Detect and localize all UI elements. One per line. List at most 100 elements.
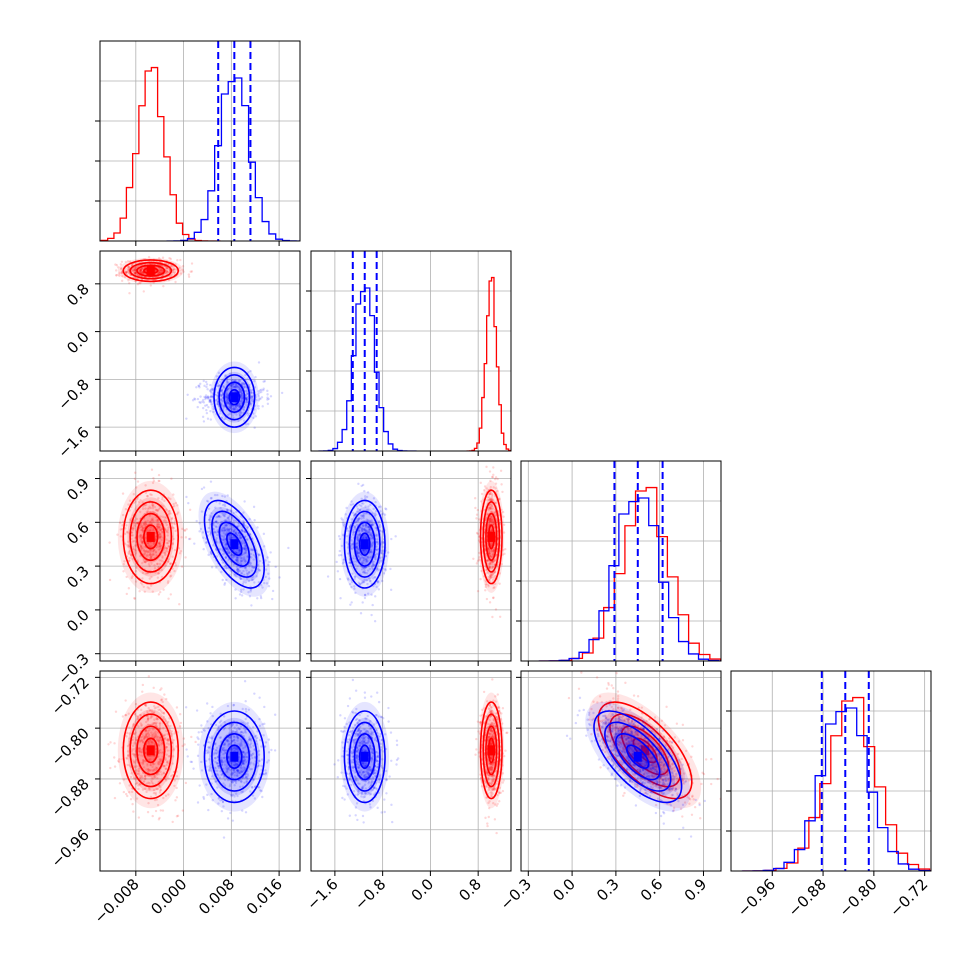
axes-frame bbox=[310, 460, 512, 662]
x-tick-label: −0.88 bbox=[785, 875, 830, 920]
axes-frame bbox=[310, 250, 512, 452]
panel-1-0: −1.6 −0.8 0.0 0.8 bbox=[54, 250, 301, 462]
contour-line bbox=[122, 489, 180, 585]
panel-2-1 bbox=[306, 460, 512, 666]
contour-line bbox=[353, 521, 376, 567]
x-tick-label: −0.008 bbox=[91, 875, 143, 927]
panel-1-1 bbox=[306, 250, 512, 456]
y-tick-label: −0.8 bbox=[54, 375, 92, 413]
x-tick-label: −1.6 bbox=[303, 875, 341, 913]
panel-2-2 bbox=[516, 460, 722, 666]
y-tick-label: 0.9 bbox=[63, 475, 93, 505]
x-tick-label: 0.9 bbox=[681, 875, 711, 905]
contour-line bbox=[593, 710, 683, 804]
contour-line bbox=[482, 501, 501, 573]
contour-line bbox=[213, 366, 256, 428]
density-peak bbox=[146, 265, 155, 276]
density-peak bbox=[146, 745, 155, 756]
x-tick-label: 0.008 bbox=[195, 875, 238, 918]
y-tick-label: 0.8 bbox=[63, 280, 93, 310]
contour-line bbox=[143, 524, 159, 550]
contour-line bbox=[348, 721, 381, 792]
contour-line bbox=[218, 521, 251, 567]
contour-line bbox=[353, 733, 376, 781]
axes-frame bbox=[310, 670, 512, 872]
density-peak bbox=[360, 751, 369, 762]
axes-frame bbox=[730, 670, 932, 872]
contour-line bbox=[136, 264, 166, 277]
y-tick-label: 0.3 bbox=[63, 562, 93, 592]
y-tick-label: 0.6 bbox=[63, 518, 93, 548]
axes-frame bbox=[99, 460, 301, 662]
y-tick-label: −0.88 bbox=[48, 775, 93, 820]
axes-frame bbox=[520, 460, 722, 662]
x-tick-label: 0.000 bbox=[147, 875, 190, 918]
density-peak bbox=[360, 539, 369, 550]
contour-line bbox=[609, 713, 681, 788]
contour-line bbox=[203, 710, 265, 804]
contour-line bbox=[218, 374, 251, 421]
contour-line bbox=[223, 381, 246, 413]
contour-line bbox=[485, 512, 498, 562]
x-tick-label: 0.8 bbox=[455, 875, 485, 905]
panel-2-0: −0.30.00.30.60.9 bbox=[54, 460, 301, 688]
axes-frame bbox=[99, 250, 301, 452]
y-tick-label: −1.6 bbox=[54, 423, 92, 461]
axes-frame bbox=[520, 670, 722, 872]
axes-frame bbox=[99, 670, 301, 872]
density-peak bbox=[146, 531, 155, 542]
contour-line bbox=[597, 701, 693, 800]
x-tick-label: 0.6 bbox=[637, 875, 667, 905]
contour-line bbox=[615, 733, 661, 781]
x-tick-label: 0.016 bbox=[243, 875, 286, 918]
contour-line bbox=[358, 744, 371, 769]
x-tick-label: −0.3 bbox=[497, 875, 535, 913]
density-peak bbox=[230, 751, 239, 762]
contour-line bbox=[358, 532, 371, 556]
contour-line bbox=[482, 713, 501, 788]
density-peak bbox=[487, 531, 496, 542]
panel-3-0: −0.008 0.000 0.008 0.016−0.96−0.88−0.80−0.7… bbox=[48, 670, 301, 927]
histogram-step bbox=[100, 66, 221, 241]
y-tick-label: −0.96 bbox=[48, 826, 93, 871]
contour-line bbox=[226, 532, 243, 556]
x-tick-label: 0.0 bbox=[408, 875, 438, 905]
histogram-step bbox=[538, 497, 721, 661]
contour-line bbox=[479, 489, 503, 585]
density-peak bbox=[487, 745, 496, 756]
contour-line bbox=[226, 744, 243, 769]
axes-frame bbox=[99, 40, 301, 242]
x-tick-label: −0.96 bbox=[734, 875, 779, 920]
contour-line bbox=[228, 389, 241, 406]
histogram-step bbox=[539, 486, 721, 661]
panel-3-2: −0.3 0.0 0.3 0.6 0.9 bbox=[497, 670, 722, 914]
scatter-points bbox=[565, 696, 707, 841]
contour-line bbox=[218, 733, 251, 781]
contour-line bbox=[343, 499, 386, 589]
density-peak bbox=[641, 745, 650, 756]
contour-line bbox=[129, 713, 173, 788]
contour-line bbox=[604, 721, 672, 792]
x-tick-label: 0.0 bbox=[549, 875, 579, 905]
contour-line bbox=[211, 721, 258, 792]
x-tick-label: −0.8 bbox=[351, 875, 389, 913]
contour-line bbox=[343, 710, 386, 804]
x-tick-label: 0.3 bbox=[593, 875, 623, 905]
y-tick-label: 0.0 bbox=[63, 606, 93, 636]
density-peak bbox=[230, 392, 239, 403]
x-tick-label: −0.80 bbox=[835, 875, 880, 920]
histogram-step bbox=[166, 77, 300, 241]
histogram-step bbox=[741, 707, 931, 871]
density-peak bbox=[230, 539, 239, 550]
panel-3-1: −1.6 −0.8 0.0 0.8 bbox=[303, 670, 512, 914]
contour-line bbox=[129, 261, 173, 280]
contour-line bbox=[626, 744, 650, 769]
contour-line bbox=[136, 725, 166, 776]
panel-3-3: −0.96 −0.88 −0.80 −0.72 bbox=[726, 670, 932, 920]
contour-line bbox=[485, 725, 498, 776]
x-tick-label: −0.72 bbox=[886, 875, 931, 920]
contour-line bbox=[129, 501, 173, 573]
contour-line bbox=[348, 510, 381, 578]
histogram-step bbox=[318, 287, 417, 451]
